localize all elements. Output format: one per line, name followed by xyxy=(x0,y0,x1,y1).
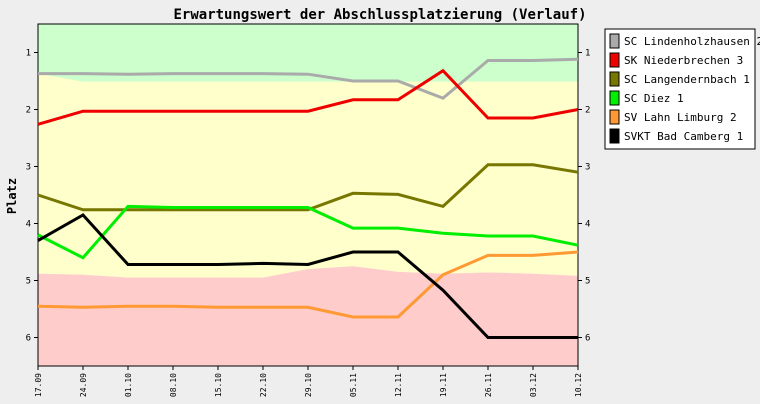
y-tick-label: 2 xyxy=(26,106,31,116)
legend-label: SV Lahn Limburg 2 xyxy=(624,111,737,124)
legend: SC Lindenholzhausen 2 SK Niederbrechen 3 S… xyxy=(604,28,760,150)
chart-title: Erwartungswert der Abschlussplatzierung … xyxy=(173,7,586,23)
x-tick-label: 03.12 xyxy=(529,373,538,397)
x-tick-label: 15.10 xyxy=(214,373,223,397)
series-line-3 xyxy=(37,163,579,212)
y-tick-label: 3 xyxy=(26,163,31,173)
series-line-4 xyxy=(37,204,579,260)
x-tick-label: 22.10 xyxy=(259,373,268,397)
legend-swatch xyxy=(609,33,620,49)
series-line-2 xyxy=(37,68,579,126)
background-band-3 xyxy=(38,266,578,366)
legend-box xyxy=(604,28,756,150)
x-tick-label: 17.09 xyxy=(34,373,43,397)
y-tick-label: 2 xyxy=(585,106,590,116)
x-tick-label: 26.11 xyxy=(484,373,493,397)
x-tick-label: 19.11 xyxy=(439,373,448,397)
legend-swatch xyxy=(609,109,620,125)
y-tick-label: 4 xyxy=(26,220,31,230)
series-line-1 xyxy=(38,57,579,100)
x-tick-label: 10.12 xyxy=(574,373,583,397)
y-tick-label: 3 xyxy=(585,163,590,173)
legend-label: SC Lindenholzhausen 2 xyxy=(624,35,760,48)
background-band-2 xyxy=(38,73,578,278)
x-tick-label: 01.10 xyxy=(124,373,133,397)
legend-label: SC Diez 1 xyxy=(624,92,684,105)
legend-swatch xyxy=(609,52,620,68)
series-line-5 xyxy=(37,250,579,319)
legend-label: SVKT Bad Camberg 1 xyxy=(624,130,743,143)
y-tick-label: 1 xyxy=(26,49,31,59)
legend-swatch xyxy=(609,90,620,106)
legend-swatch xyxy=(609,71,620,87)
series-lines xyxy=(37,57,579,339)
y-tick-label: 6 xyxy=(585,334,590,344)
x-tick-label: 24.09 xyxy=(79,373,88,397)
x-tick-label: 05.11 xyxy=(349,373,358,397)
x-tick-label: 29.10 xyxy=(304,373,313,397)
axis-labels: 1 1 2 2 3 3 4 4 5 5 6 6 17.09 24.09 01.10 08.10 15.10 22.… xyxy=(26,49,591,398)
y-tick-label: 4 xyxy=(585,220,590,230)
x-tick-label: 12.11 xyxy=(394,373,403,397)
background-band-1 xyxy=(38,24,578,82)
y-tick-label: 6 xyxy=(26,334,31,344)
y-axis-label: Platz xyxy=(5,178,19,214)
y-tick-label: 5 xyxy=(585,277,590,287)
series-line-6 xyxy=(37,213,578,339)
y-tick-label: 1 xyxy=(585,49,590,59)
legend-label: SK Niederbrechen 3 xyxy=(624,54,743,67)
y-tick-label: 5 xyxy=(26,277,31,287)
legend-swatch xyxy=(609,128,620,144)
x-tick-label: 08.10 xyxy=(169,373,178,397)
legend-label: SC Langendernbach 1 xyxy=(624,73,750,86)
